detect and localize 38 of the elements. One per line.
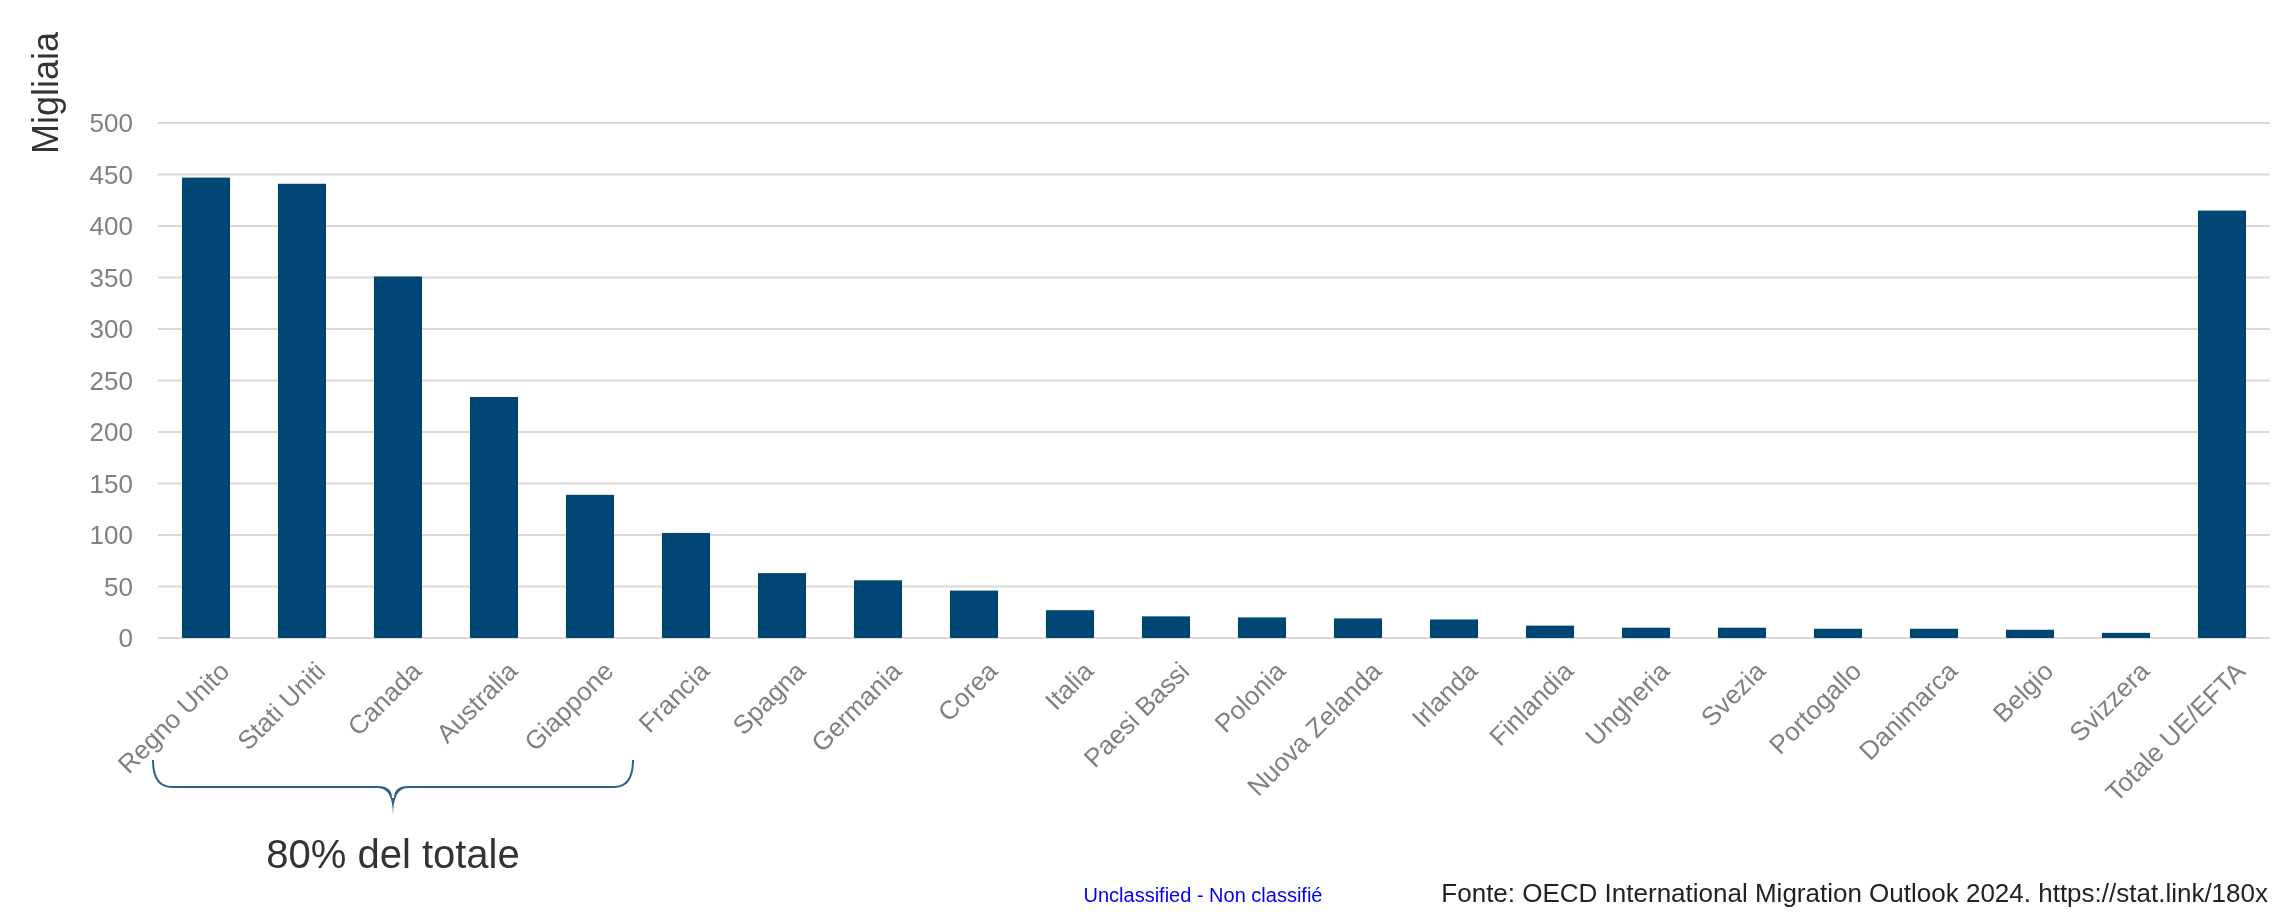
bar — [854, 580, 902, 638]
y-tick-label: 0 — [118, 623, 133, 654]
bar — [950, 590, 998, 638]
bar — [1718, 627, 1766, 638]
text: Unclassified - Non classifié — [1083, 884, 1323, 906]
bar — [1334, 618, 1382, 638]
bar — [1814, 628, 1862, 638]
bar — [1046, 610, 1094, 638]
text: 80% del totale — [266, 832, 520, 876]
y-tick-label: 50 — [104, 571, 133, 602]
bar — [278, 183, 326, 638]
bar — [2198, 210, 2246, 638]
y-tick-label: 500 — [89, 108, 133, 139]
bar — [1622, 627, 1670, 638]
bar — [566, 494, 614, 638]
y-tick-label: 400 — [89, 211, 133, 242]
bar — [758, 573, 806, 638]
y-tick-label: 450 — [89, 159, 133, 190]
y-tick-label: 300 — [89, 314, 133, 345]
bar — [2006, 629, 2054, 638]
y-axis-title: Migliaia — [25, 31, 66, 155]
bar — [1910, 628, 1958, 638]
bar — [2102, 632, 2150, 638]
bar — [1238, 617, 1286, 638]
x-tick-label: Italia — [1039, 655, 1100, 716]
bar — [470, 396, 518, 638]
y-tick-label: 100 — [89, 520, 133, 551]
y-tick-label: 250 — [89, 365, 133, 396]
bar — [662, 532, 710, 638]
bar — [182, 177, 230, 638]
y-tick-label: 200 — [89, 417, 133, 448]
y-tick-label: 350 — [89, 262, 133, 293]
y-tick-label: 150 — [89, 468, 133, 499]
source-note: Fonte: OECD International Migration Outlook 2024. https://stat.link/180x — [1441, 878, 2268, 908]
bar — [374, 276, 422, 638]
bar — [1430, 619, 1478, 638]
bar — [1142, 616, 1190, 638]
bar — [1526, 625, 1574, 638]
